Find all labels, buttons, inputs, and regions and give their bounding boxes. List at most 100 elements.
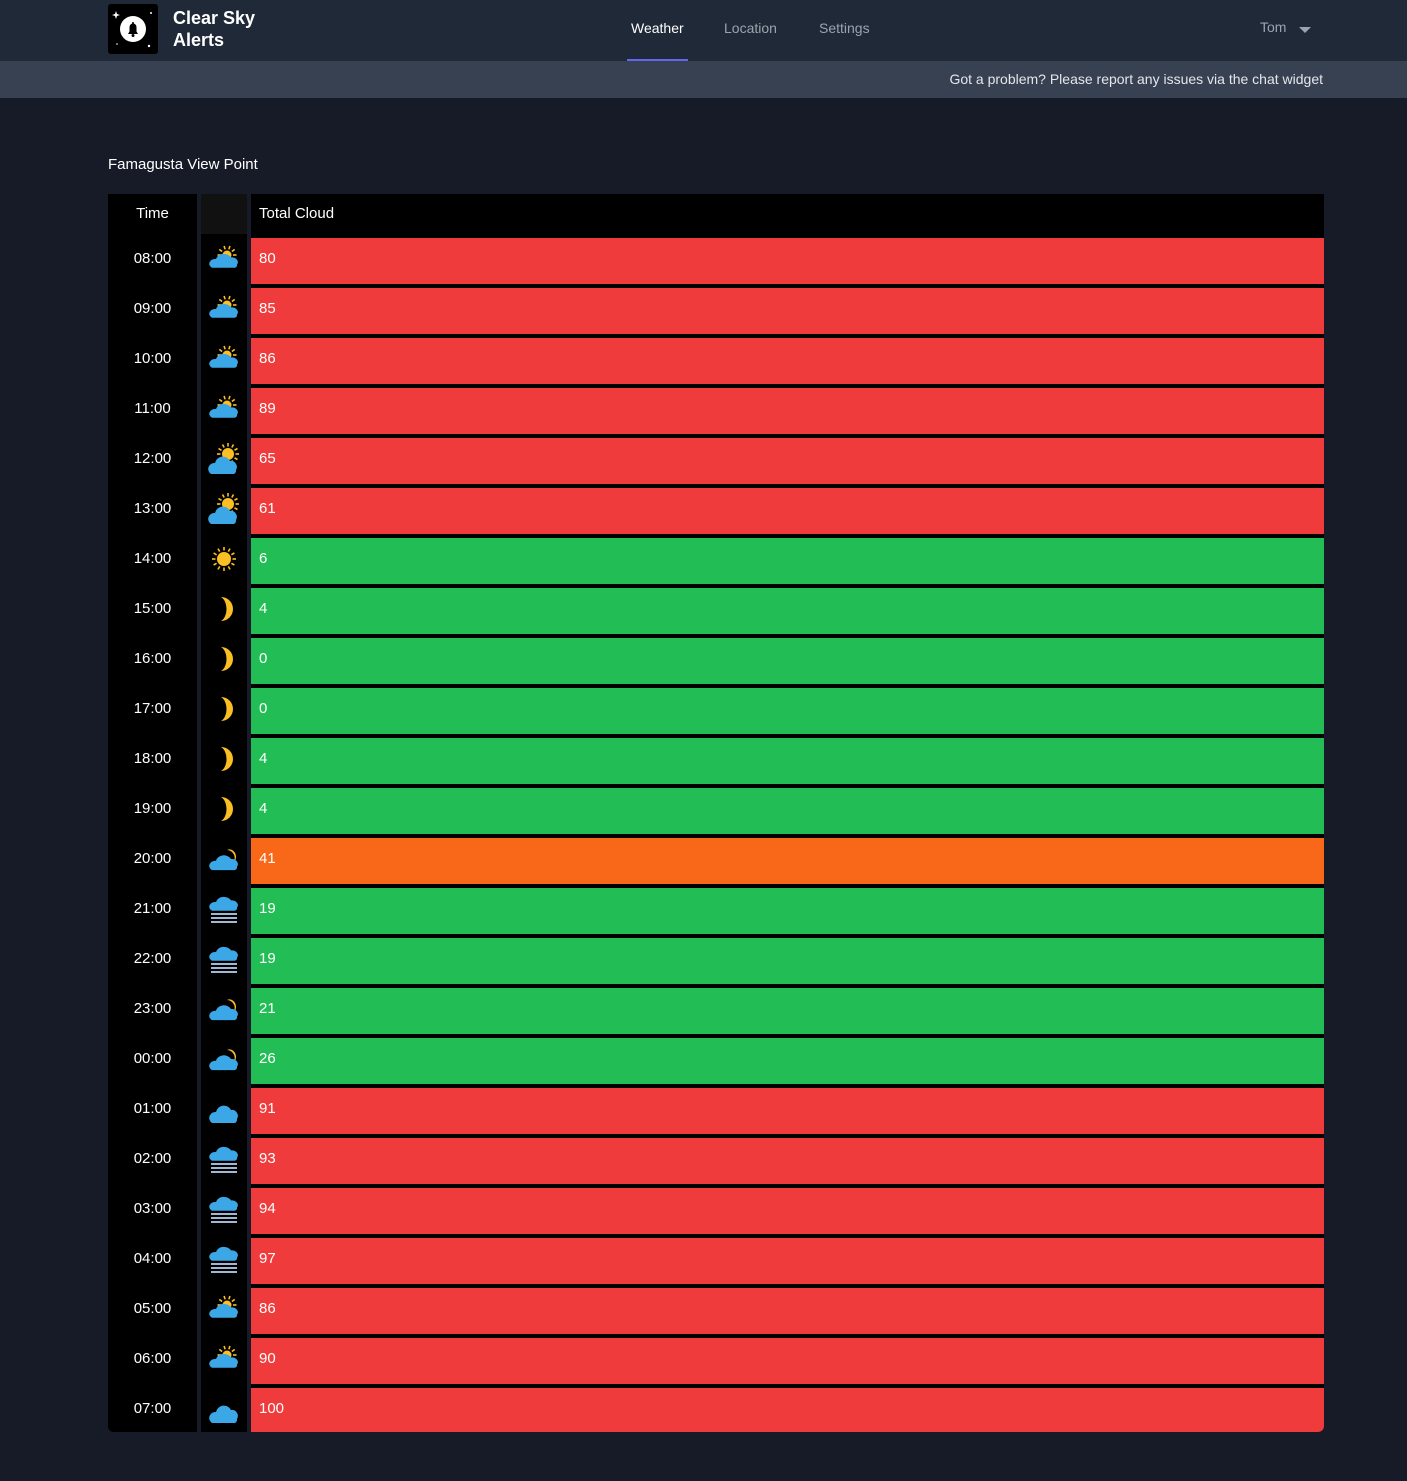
app-logo[interactable]	[108, 4, 158, 54]
row-weather-icon-cell	[201, 538, 247, 584]
row-weather-icon-cell	[201, 1188, 247, 1234]
row-total-cloud: 4	[251, 788, 1324, 834]
partly-cloudy-day-icon	[209, 395, 238, 418]
app-title: Clear Sky Alerts	[173, 7, 313, 51]
row-time: 05:00	[108, 1288, 197, 1334]
partly-cloudy-day-icon	[209, 1295, 238, 1318]
row-time: 01:00	[108, 1088, 197, 1134]
partly-cloudy-night-icon	[209, 849, 238, 871]
user-menu-button[interactable]: Tom	[1260, 19, 1287, 35]
row-weather-icon-cell	[201, 288, 247, 334]
row-total-cloud: 89	[251, 388, 1324, 434]
row-total-cloud: 86	[251, 338, 1324, 384]
nav-location-link[interactable]: Location	[724, 20, 777, 36]
row-total-cloud: 65	[251, 438, 1324, 484]
row-total-cloud: 90	[251, 1338, 1324, 1384]
cloud-icon	[209, 1105, 238, 1123]
column-divider	[197, 194, 201, 1432]
app-title-line-2: Alerts	[173, 30, 225, 50]
row-time: 15:00	[108, 588, 197, 634]
row-weather-icon-cell	[201, 638, 247, 684]
header-icon	[201, 194, 247, 234]
row-weather-icon-cell	[201, 1288, 247, 1334]
row-time: 19:00	[108, 788, 197, 834]
row-time: 07:00	[108, 1388, 197, 1432]
row-weather-icon-cell	[201, 1038, 247, 1084]
active-tab-indicator	[627, 59, 688, 61]
row-total-cloud: 0	[251, 688, 1324, 734]
row-total-cloud: 4	[251, 738, 1324, 784]
row-total-cloud: 61	[251, 488, 1324, 534]
top-navigation-bar: Clear Sky Alerts Weather Location Settin…	[0, 0, 1407, 61]
moon-icon	[221, 797, 233, 821]
fog-icon	[209, 1146, 238, 1173]
moon-icon	[221, 647, 233, 671]
row-total-cloud: 100	[251, 1388, 1324, 1432]
row-weather-icon-cell	[201, 388, 247, 434]
row-total-cloud: 19	[251, 888, 1324, 934]
row-weather-icon-cell	[201, 438, 247, 484]
row-total-cloud: 0	[251, 638, 1324, 684]
row-total-cloud: 97	[251, 1238, 1324, 1284]
row-time: 08:00	[108, 238, 197, 284]
nav-settings-link[interactable]: Settings	[819, 20, 870, 36]
bell-logo-icon	[112, 11, 152, 48]
row-weather-icon-cell	[201, 1088, 247, 1134]
row-total-cloud: 26	[251, 1038, 1324, 1084]
partly-cloudy-day-icon	[209, 1345, 238, 1368]
row-total-cloud: 85	[251, 288, 1324, 334]
location-title: Famagusta View Point	[108, 156, 258, 173]
fog-icon	[209, 1196, 238, 1223]
fog-icon	[209, 896, 238, 923]
row-total-cloud: 19	[251, 938, 1324, 984]
row-time: 00:00	[108, 1038, 197, 1084]
row-time: 20:00	[108, 838, 197, 884]
moon-icon	[221, 697, 233, 721]
row-total-cloud: 41	[251, 838, 1324, 884]
row-time: 12:00	[108, 438, 197, 484]
row-weather-icon-cell	[201, 1388, 247, 1432]
row-total-cloud: 93	[251, 1138, 1324, 1184]
row-time: 04:00	[108, 1238, 197, 1284]
row-weather-icon-cell	[201, 988, 247, 1034]
row-weather-icon-cell	[201, 588, 247, 634]
row-time: 23:00	[108, 988, 197, 1034]
app-title-line-1: Clear Sky	[173, 8, 256, 28]
row-weather-icon-cell	[201, 338, 247, 384]
row-weather-icon-cell	[201, 688, 247, 734]
row-weather-icon-cell	[201, 788, 247, 834]
row-total-cloud: 21	[251, 988, 1324, 1034]
row-weather-icon-cell	[201, 888, 247, 934]
cloud-icon	[209, 1405, 238, 1423]
row-total-cloud: 86	[251, 1288, 1324, 1334]
row-time: 16:00	[108, 638, 197, 684]
row-weather-icon-cell	[201, 938, 247, 984]
partly-cloudy-night-icon	[209, 1049, 238, 1071]
row-total-cloud: 4	[251, 588, 1324, 634]
partly-cloudy-day-icon	[209, 295, 238, 318]
row-total-cloud: 6	[251, 538, 1324, 584]
header-time: Time	[136, 205, 169, 222]
row-time: 06:00	[108, 1338, 197, 1384]
row-time: 10:00	[108, 338, 197, 384]
row-weather-icon-cell	[201, 1238, 247, 1284]
column-divider	[247, 194, 251, 1432]
sun-icon	[212, 547, 236, 571]
row-time: 09:00	[108, 288, 197, 334]
notice-banner: Got a problem? Please report any issues …	[0, 61, 1407, 98]
fog-icon	[209, 946, 238, 973]
partly-cloudy-day-icon	[209, 245, 238, 268]
row-time: 22:00	[108, 938, 197, 984]
row-time: 18:00	[108, 738, 197, 784]
row-weather-icon-cell	[201, 1338, 247, 1384]
row-time: 17:00	[108, 688, 197, 734]
notice-text: Got a problem? Please report any issues …	[949, 71, 1323, 87]
row-total-cloud: 91	[251, 1088, 1324, 1134]
row-time: 03:00	[108, 1188, 197, 1234]
fog-icon	[209, 1246, 238, 1273]
chevron-down-icon[interactable]	[1299, 27, 1311, 33]
sun-behind-cloud-icon	[208, 493, 239, 524]
row-time: 21:00	[108, 888, 197, 934]
nav-weather-link[interactable]: Weather	[631, 20, 684, 36]
header-total-cloud: Total Cloud	[259, 205, 335, 222]
